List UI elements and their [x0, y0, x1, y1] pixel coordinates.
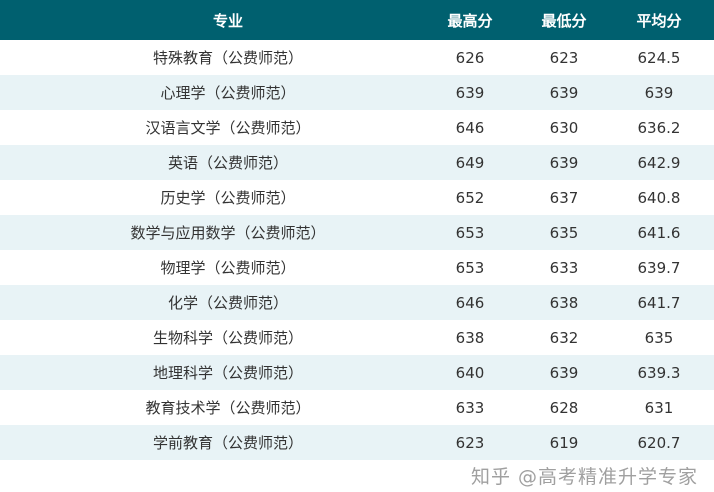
table-row: 生物科学（公费师范） 638 632 635	[0, 320, 714, 355]
cell-min-score: 632	[549, 328, 579, 347]
table-row: 学前教育（公费师范） 623 619 620.7	[0, 425, 714, 460]
cell-major: 学前教育（公费师范）	[152, 434, 303, 452]
cell-avg-score: 639.3	[637, 363, 681, 382]
table-row: 物理学（公费师范） 653 633 639.7	[0, 250, 714, 285]
watermark: 知乎 @高考精准升学专家	[470, 466, 698, 488]
cell-max-score: 623	[455, 433, 485, 452]
cell-major: 化学（公费师范）	[167, 294, 288, 312]
cell-max-score: 646	[455, 293, 485, 312]
cell-major: 历史学（公费师范）	[160, 189, 296, 207]
cell-min-score: 633	[549, 258, 579, 277]
cell-avg-score: 624.5	[637, 48, 681, 67]
table-row: 地理科学（公费师范） 640 639 639.3	[0, 355, 714, 390]
cell-max-score: 653	[455, 223, 485, 242]
cell-avg-score: 620.7	[637, 433, 681, 452]
table-row: 汉语言文学（公费师范） 646 630 636.2	[0, 110, 714, 145]
cell-max-score: 626	[455, 48, 485, 67]
table-row: 数学与应用数学（公费师范） 653 635 641.6	[0, 215, 714, 250]
cell-major: 物理学（公费师范）	[160, 259, 296, 277]
header-max-score: 最高分	[447, 11, 493, 30]
header-avg-score: 平均分	[636, 11, 682, 30]
cell-max-score: 652	[455, 188, 485, 207]
cell-avg-score: 639	[644, 83, 674, 102]
cell-avg-score: 640.8	[637, 188, 681, 207]
cell-avg-score: 642.9	[637, 153, 681, 172]
header-min-score: 最低分	[541, 11, 587, 30]
cell-major: 数学与应用数学（公费师范）	[130, 224, 326, 242]
cell-major: 特殊教育（公费师范）	[152, 49, 303, 67]
table-row: 历史学（公费师范） 652 637 640.8	[0, 180, 714, 215]
cell-avg-score: 631	[644, 398, 674, 417]
table-header: 专业 最高分 最低分 平均分	[0, 0, 714, 40]
cell-avg-score: 636.2	[637, 118, 681, 137]
table-row: 教育技术学（公费师范） 633 628 631	[0, 390, 714, 425]
cell-min-score: 639	[549, 363, 579, 382]
cell-min-score: 619	[549, 433, 579, 452]
cell-max-score: 653	[455, 258, 485, 277]
cell-min-score: 639	[549, 83, 579, 102]
cell-major: 生物科学（公费师范）	[152, 329, 303, 347]
table-row: 英语（公费师范） 649 639 642.9	[0, 145, 714, 180]
cell-max-score: 649	[455, 153, 485, 172]
table-row: 特殊教育（公费师范） 626 623 624.5	[0, 40, 714, 75]
cell-min-score: 635	[549, 223, 579, 242]
cell-max-score: 639	[455, 83, 485, 102]
cell-max-score: 646	[455, 118, 485, 137]
cell-major: 英语（公费师范）	[167, 154, 288, 172]
cell-major: 教育技术学（公费师范）	[145, 399, 311, 417]
cell-max-score: 638	[455, 328, 485, 347]
cell-min-score: 637	[549, 188, 579, 207]
cell-avg-score: 641.7	[637, 293, 681, 312]
cell-min-score: 628	[549, 398, 579, 417]
header-major: 专业	[212, 11, 243, 30]
cell-min-score: 638	[549, 293, 579, 312]
cell-min-score: 639	[549, 153, 579, 172]
cell-min-score: 623	[549, 48, 579, 67]
table-row: 心理学（公费师范） 639 639 639	[0, 75, 714, 110]
cell-avg-score: 641.6	[637, 223, 681, 242]
cell-avg-score: 639.7	[637, 258, 681, 277]
table-row: 化学（公费师范） 646 638 641.7	[0, 285, 714, 320]
cell-major: 心理学（公费师范）	[160, 84, 296, 102]
cell-major: 地理科学（公费师范）	[152, 364, 303, 382]
cell-min-score: 630	[549, 118, 579, 137]
cell-avg-score: 635	[644, 328, 674, 347]
cell-max-score: 633	[455, 398, 485, 417]
cell-major: 汉语言文学（公费师范）	[145, 119, 311, 137]
cell-max-score: 640	[455, 363, 485, 382]
